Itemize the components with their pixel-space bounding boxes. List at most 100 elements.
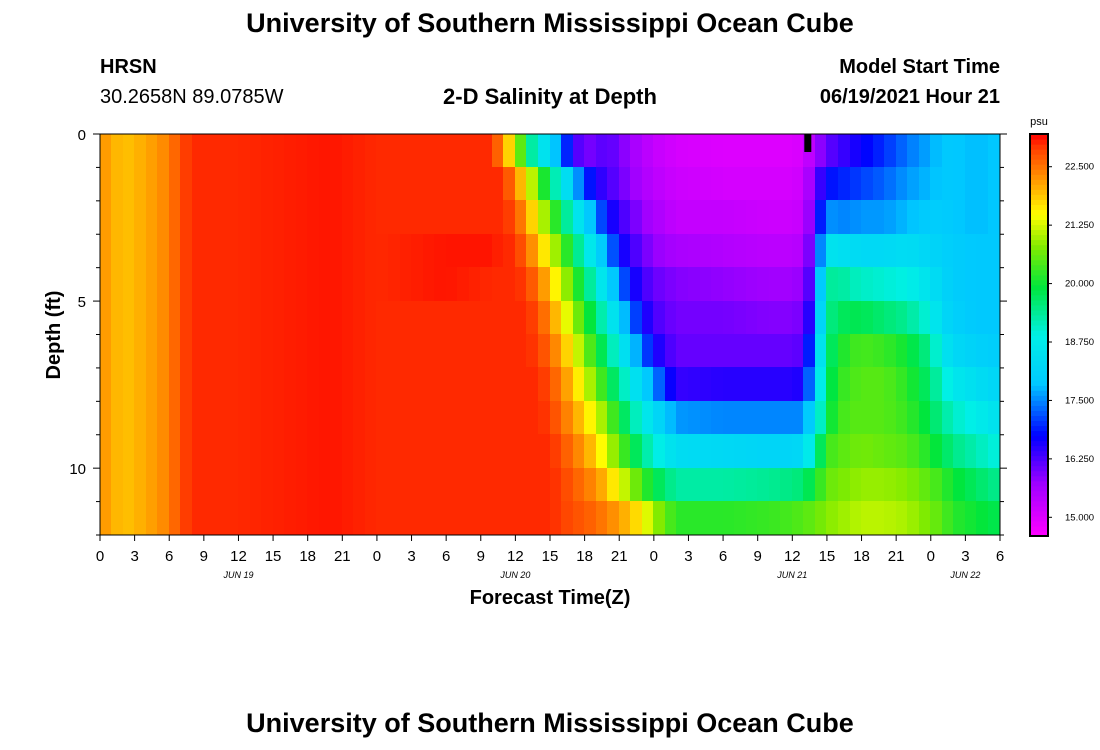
heatmap-cell <box>907 200 921 236</box>
heatmap-cell <box>365 501 378 536</box>
heatmap-cell <box>180 468 194 503</box>
heatmap-cell <box>515 401 528 436</box>
heatmap-cell <box>515 200 528 236</box>
heatmap-cell <box>100 401 113 436</box>
heatmap-cell <box>250 301 263 336</box>
heatmap-cell <box>353 334 367 369</box>
heatmap-cell <box>930 468 944 503</box>
heatmap-cell <box>965 301 978 336</box>
heatmap-cell <box>711 434 725 470</box>
heatmap-cell <box>296 401 309 436</box>
heatmap-cell <box>134 334 148 369</box>
heatmap-cell <box>180 267 194 303</box>
heatmap-cell <box>723 401 736 436</box>
y-axis: 0 5 10 <box>69 127 1007 536</box>
heatmap-cell <box>838 401 851 436</box>
heatmap-cell <box>873 167 886 202</box>
heatmap-cell <box>942 167 955 202</box>
heatmap-cell <box>884 301 898 336</box>
heatmap-cell <box>480 301 494 336</box>
heatmap-cell <box>953 200 967 236</box>
heatmap-cell <box>792 200 805 236</box>
heatmap-cell <box>284 367 298 403</box>
heatmap-cell <box>123 468 136 503</box>
heatmap-cell <box>400 334 413 369</box>
heatmap-cell <box>423 267 436 303</box>
heatmap-cell <box>746 401 759 436</box>
heatmap-cell <box>111 234 125 269</box>
heatmap-cell <box>342 134 355 169</box>
heatmap-cell <box>734 501 748 536</box>
heatmap-cell <box>642 234 655 269</box>
heatmap-cell <box>353 200 367 236</box>
heatmap-cell <box>342 167 355 202</box>
heatmap-cell <box>146 267 159 303</box>
heatmap-cell <box>619 367 632 403</box>
heatmap-cell <box>746 501 759 536</box>
colorbar-step <box>1030 470 1048 477</box>
heatmap-cell <box>676 167 690 202</box>
heatmap-cell <box>192 234 205 269</box>
heatmap-cell <box>769 501 782 536</box>
heatmap-cell <box>457 167 471 202</box>
heatmap-cell <box>307 200 321 236</box>
colorbar-step <box>1030 244 1048 251</box>
heatmap-cell <box>503 301 517 336</box>
heatmap-cell <box>930 401 944 436</box>
heatmap-cell <box>538 468 551 503</box>
heatmap-cell <box>411 501 425 536</box>
heatmap-cell <box>376 401 390 436</box>
station-name: HRSN <box>100 56 157 78</box>
heatmap-cell <box>330 367 344 403</box>
colorbar-step <box>1030 400 1048 406</box>
heatmap-cell <box>238 167 251 202</box>
colorbar-step <box>1030 284 1048 291</box>
heatmap-cell <box>296 267 309 303</box>
heatmap-cell <box>676 234 690 269</box>
heatmap-cell <box>180 434 194 470</box>
heatmap-cell <box>550 134 563 169</box>
x-tick-label: 0 <box>650 548 658 565</box>
heatmap-cell <box>780 334 794 369</box>
heatmap-cell <box>573 367 586 403</box>
heatmap-cell <box>976 267 990 303</box>
colorbar-step <box>1030 450 1048 457</box>
heatmap-cell <box>342 401 355 436</box>
heatmap-cell <box>261 301 275 336</box>
heatmap-cell <box>815 200 828 236</box>
heatmap-cell <box>976 301 990 336</box>
heatmap-cell <box>976 434 990 470</box>
heatmap-cell <box>226 434 240 470</box>
heatmap-cell <box>250 468 263 503</box>
heatmap-cell <box>919 267 932 303</box>
heatmap-cell <box>769 367 782 403</box>
heatmap-cell <box>838 501 851 536</box>
heatmap-cell <box>930 267 944 303</box>
heatmap-cell <box>180 401 194 436</box>
heatmap-cell <box>411 434 425 470</box>
heatmap-cell <box>457 134 471 169</box>
heatmap-cell <box>665 434 678 470</box>
heatmap-cell <box>930 301 944 336</box>
heatmap-cell <box>826 434 840 470</box>
heatmap-cell <box>792 301 805 336</box>
heatmap-cell <box>457 468 471 503</box>
heatmap-cell <box>688 267 701 303</box>
heatmap-cell <box>111 301 125 336</box>
heatmap-cell <box>573 501 586 536</box>
heatmap-cell <box>619 501 632 536</box>
heatmap-cell <box>411 468 425 503</box>
heatmap-cell <box>469 301 482 336</box>
heatmap-cell <box>146 468 159 503</box>
colorbar-step <box>1030 169 1048 175</box>
heatmap-cell <box>434 468 448 503</box>
heatmap-cell <box>803 200 817 236</box>
colorbar-step <box>1030 149 1048 155</box>
heatmap-cell <box>238 334 251 369</box>
heatmap-cell <box>630 468 644 503</box>
heatmap-cell <box>826 468 840 503</box>
heatmap-cell <box>273 167 286 202</box>
heatmap-cell <box>850 234 863 269</box>
y-axis-label: Depth (ft) <box>43 291 65 380</box>
x-tick-label: 18 <box>576 548 593 565</box>
